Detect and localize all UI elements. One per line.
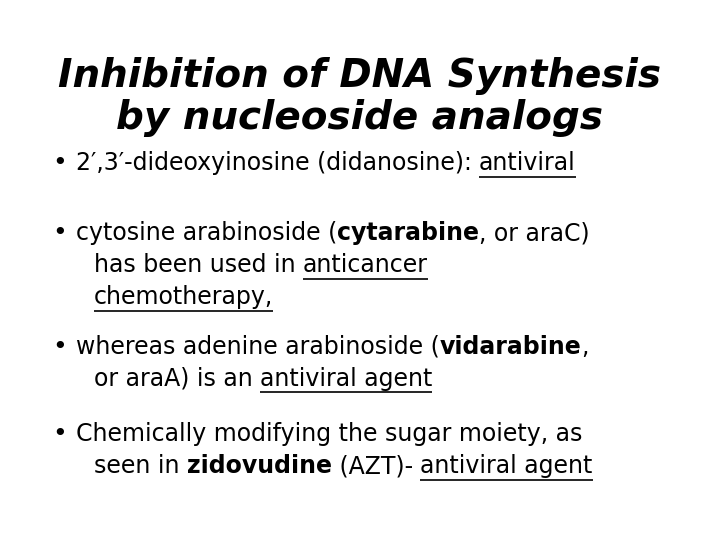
Text: (AZT)-: (AZT)- xyxy=(332,454,420,478)
Text: or araA) is an: or araA) is an xyxy=(94,367,260,390)
Text: has been used in: has been used in xyxy=(94,253,302,277)
Text: antiviral agent: antiviral agent xyxy=(420,454,593,478)
Text: ,: , xyxy=(581,335,588,359)
Text: antiviral agent: antiviral agent xyxy=(260,367,432,390)
Text: •: • xyxy=(52,221,66,245)
Text: cytarabine: cytarabine xyxy=(337,221,479,245)
Text: antiviral: antiviral xyxy=(479,151,576,175)
Text: 2′,3′-dideoxyinosine (didanosine):: 2′,3′-dideoxyinosine (didanosine): xyxy=(76,151,479,175)
Text: , or araC): , or araC) xyxy=(479,221,590,245)
Text: Chemically modifying the sugar moiety, as: Chemically modifying the sugar moiety, a… xyxy=(76,422,582,446)
Text: vidarabine: vidarabine xyxy=(439,335,581,359)
Text: cytosine arabinoside (: cytosine arabinoside ( xyxy=(76,221,337,245)
Text: chemotherapy,: chemotherapy, xyxy=(94,285,273,309)
Text: •: • xyxy=(52,335,66,359)
Text: anticancer: anticancer xyxy=(302,253,428,277)
Text: seen in: seen in xyxy=(94,454,186,478)
Text: •: • xyxy=(52,422,66,446)
Text: zidovudine: zidovudine xyxy=(186,454,332,478)
Text: Inhibition of DNA Synthesis
by nucleoside analogs: Inhibition of DNA Synthesis by nucleosid… xyxy=(58,57,662,137)
Text: whereas adenine arabinoside (: whereas adenine arabinoside ( xyxy=(76,335,439,359)
Text: •: • xyxy=(52,151,66,175)
